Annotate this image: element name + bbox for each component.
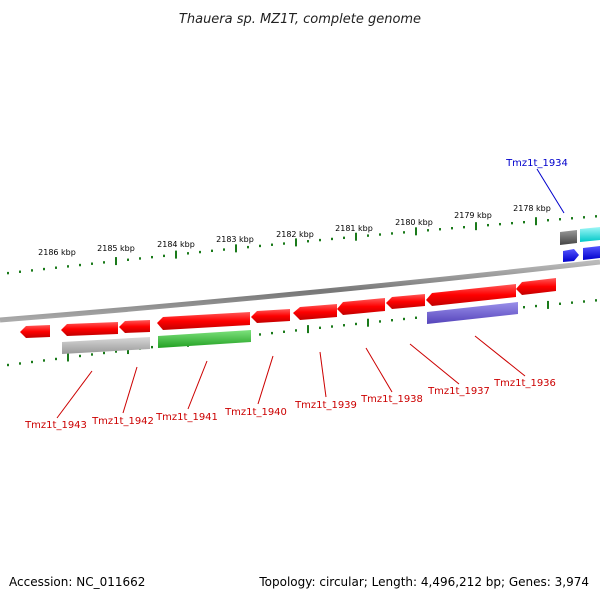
gene-label-tmz1t-1934[interactable]: Tmz1t_1934 (505, 158, 568, 169)
gene-forward-cyan[interactable] (580, 227, 600, 242)
gene-label-tmz1t-1941[interactable]: Tmz1t_1941 (155, 412, 218, 423)
gene-tmz1t-1939[interactable] (293, 304, 337, 320)
scale-label: 2183 kbp (216, 235, 254, 244)
reverse-features (62, 302, 518, 354)
gene-tmz1t-1937[interactable] (386, 294, 425, 309)
callout-lines (56, 168, 565, 419)
feature-green[interactable] (158, 330, 251, 348)
scale-label: 2185 kbp (97, 244, 135, 253)
scale-label: 2180 kbp (395, 218, 433, 227)
reverse-genes-red (20, 278, 556, 338)
callout-line (536, 168, 565, 214)
callout-line (365, 347, 393, 393)
scale-label: 2181 kbp (335, 224, 373, 233)
callout-line (257, 355, 274, 405)
gene-tmz1t-1936-red[interactable] (426, 284, 516, 306)
gene-tmz1t-1941-red[interactable] (157, 312, 250, 330)
callout-line (409, 343, 460, 385)
gene-label-tmz1t-1936[interactable]: Tmz1t_1936 (493, 378, 556, 389)
callout-line (56, 370, 93, 419)
scale-labels: 2186 kbp 2185 kbp 2184 kbp 2183 kbp 2182… (38, 204, 551, 257)
callout-line (319, 351, 327, 398)
genome-summary-text: Topology: circular; Length: 4,496,212 bp… (258, 575, 589, 589)
gene-label-tmz1t-1937[interactable]: Tmz1t_1937 (427, 386, 490, 397)
callout-line (122, 366, 138, 414)
gene-tmz1t-1943[interactable] (20, 325, 50, 338)
accession-text: Accession: NC_011662 (9, 575, 145, 589)
gene-forward-darkgray[interactable] (560, 230, 577, 245)
genome-backbone (0, 259, 600, 323)
callout-line (474, 335, 526, 377)
scale-label: 2182 kbp (276, 230, 314, 239)
gene-tmz1t-1938[interactable] (337, 298, 385, 315)
gene-forward-blue-small[interactable] (563, 249, 579, 262)
gene-labels: Tmz1t_1934 Tmz1t_1936 Tmz1t_1937 Tmz1t_1… (24, 158, 568, 431)
map-title: Thauera sp. MZ1T, complete genome (179, 12, 421, 27)
scale-label: 2178 kbp (513, 204, 551, 213)
gene-label-tmz1t-1940[interactable]: Tmz1t_1940 (224, 407, 287, 418)
feature-gray[interactable] (62, 337, 150, 354)
outer-tick-track (7, 215, 597, 275)
gene-tmz1t-1942b-red[interactable] (119, 320, 150, 333)
gene-forward-blue[interactable] (583, 246, 600, 260)
scale-label: 2184 kbp (157, 240, 195, 249)
gene-tmz1t-1936b-red[interactable] (516, 278, 556, 295)
gene-tmz1t-1942-red[interactable] (61, 322, 118, 336)
forward-genes (560, 227, 600, 262)
scale-label: 2186 kbp (38, 248, 76, 257)
gene-label-tmz1t-1942[interactable]: Tmz1t_1942 (91, 416, 154, 427)
feature-purple[interactable] (427, 302, 518, 324)
gene-label-tmz1t-1938[interactable]: Tmz1t_1938 (360, 394, 423, 405)
gene-tmz1t-1940[interactable] (251, 309, 290, 323)
gene-label-tmz1t-1939[interactable]: Tmz1t_1939 (294, 400, 357, 411)
gene-label-tmz1t-1943[interactable]: Tmz1t_1943 (24, 420, 87, 431)
callout-line (187, 360, 208, 410)
scale-label: 2179 kbp (454, 211, 492, 220)
